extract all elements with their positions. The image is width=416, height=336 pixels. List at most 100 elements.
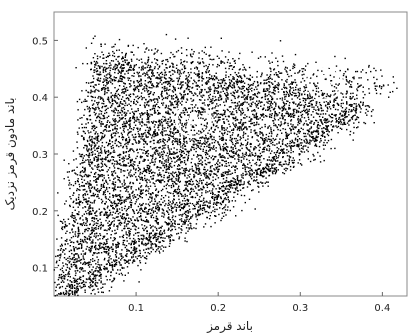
data-point (112, 120, 115, 122)
data-point (92, 81, 94, 83)
data-point (190, 118, 192, 121)
data-point (277, 87, 279, 89)
data-point (120, 169, 122, 171)
data-point (175, 127, 177, 130)
data-point (137, 227, 140, 229)
data-point (135, 86, 137, 88)
data-point (169, 151, 171, 153)
data-point (132, 210, 135, 212)
data-point (140, 133, 143, 135)
data-point (178, 171, 180, 173)
data-point (142, 73, 144, 75)
data-point (160, 121, 163, 123)
data-point (107, 143, 110, 146)
data-point (92, 126, 94, 128)
data-point (198, 124, 200, 126)
data-point (79, 259, 81, 261)
data-point (266, 115, 268, 118)
data-point (91, 144, 93, 146)
data-point (130, 219, 133, 221)
data-point (77, 234, 80, 237)
data-point (198, 158, 200, 160)
data-point (97, 193, 99, 196)
data-point (166, 168, 168, 170)
data-point (105, 197, 107, 200)
data-point (169, 125, 171, 127)
data-point (200, 111, 202, 113)
data-point (81, 268, 83, 270)
data-point (228, 76, 230, 78)
data-point (101, 200, 104, 202)
data-point (204, 163, 207, 165)
data-point (201, 72, 204, 75)
data-point (101, 87, 103, 90)
data-point (115, 101, 117, 103)
data-point (310, 103, 313, 105)
data-point (227, 87, 229, 90)
data-point (199, 142, 201, 144)
data-point (128, 234, 131, 236)
data-point (127, 162, 130, 164)
data-point (118, 177, 120, 179)
data-point (85, 82, 88, 84)
data-point (114, 79, 117, 82)
data-point (164, 160, 166, 162)
data-point (181, 207, 183, 209)
data-point (142, 139, 145, 142)
data-point (238, 105, 241, 107)
data-point (237, 89, 239, 92)
data-point (164, 144, 167, 146)
data-point (184, 122, 186, 125)
data-point (233, 137, 236, 140)
data-point (242, 164, 244, 166)
data-point (72, 206, 75, 208)
data-point (320, 107, 322, 109)
data-point (144, 112, 146, 114)
data-point (128, 233, 131, 235)
data-point (303, 107, 305, 109)
data-point (170, 103, 172, 105)
data-point (246, 96, 248, 99)
data-point (186, 78, 188, 80)
data-point (107, 87, 109, 90)
data-point (291, 125, 293, 128)
data-point (149, 170, 151, 172)
data-point (124, 87, 126, 89)
data-point (105, 246, 107, 248)
data-point (151, 84, 153, 86)
data-point (105, 156, 107, 158)
data-point (157, 109, 159, 112)
data-point (256, 121, 258, 123)
data-point (140, 75, 142, 77)
data-point (107, 154, 109, 157)
data-point (246, 166, 248, 168)
data-point (84, 253, 86, 255)
data-point (182, 125, 185, 128)
data-point (107, 144, 109, 147)
data-point (213, 172, 215, 175)
data-point (163, 130, 165, 132)
data-point (168, 82, 171, 84)
data-point (193, 121, 196, 124)
data-point (197, 165, 199, 167)
data-point (117, 88, 120, 91)
data-point (220, 95, 222, 97)
data-point (162, 127, 164, 129)
data-point (96, 137, 98, 140)
data-point (88, 208, 90, 210)
data-point (97, 79, 99, 82)
data-point (277, 119, 280, 121)
data-point (177, 87, 180, 89)
data-point (285, 93, 287, 96)
data-point (138, 216, 141, 218)
data-point (183, 137, 185, 139)
data-point (194, 106, 196, 108)
data-point (184, 174, 186, 176)
data-point (87, 149, 90, 151)
data-point (168, 174, 171, 177)
data-point (111, 248, 113, 250)
data-point (125, 200, 127, 202)
data-point (212, 98, 214, 100)
data-point (193, 141, 195, 143)
data-point (107, 107, 109, 109)
